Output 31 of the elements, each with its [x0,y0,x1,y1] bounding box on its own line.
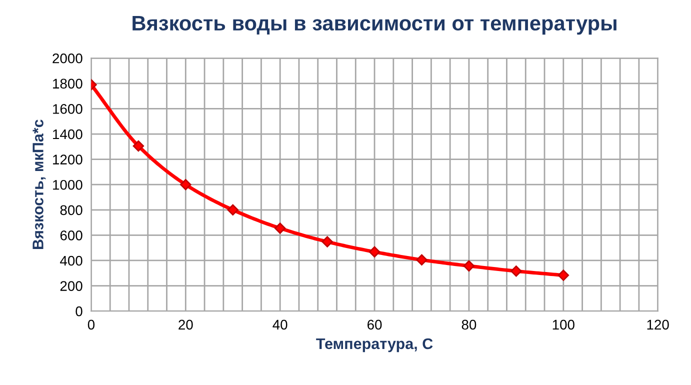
x-tick-label: 0 [88,320,95,330]
x-tick-label: 120 [647,320,669,330]
point [180,179,192,190]
x-tick-label: 20 [178,320,193,330]
y-tick-label: 400 [60,256,82,266]
point [132,140,144,152]
point [274,222,286,234]
point [322,236,333,248]
x-axis-title: Температура, С [316,338,433,352]
point [368,246,380,258]
y-tick-label: 2000 [52,53,82,64]
point [510,266,522,277]
x-tick-label: 100 [552,320,574,330]
y-tick-label: 1000 [53,180,82,190]
y-tick-label: 800 [60,205,82,216]
point [463,260,475,272]
y-axis-title: Вязкость, мкПа*с [32,120,46,249]
y-tick-label: 1200 [53,154,82,164]
point [227,204,238,216]
x-tick-label: 80 [462,320,476,330]
y-tick-label: 1800 [53,78,82,89]
point [558,270,569,281]
chart-title: Вязкость воды в зависимости от температуры [132,16,616,35]
y-tick-label: 1400 [53,129,82,140]
y-tick-label: 1600 [53,104,82,114]
x-tick-label: 40 [272,320,288,330]
y-tick-label: 600 [60,230,82,240]
y-tick-label: 200 [60,281,82,291]
y-tick-label: 0 [76,306,82,316]
x-tick-label: 60 [368,320,382,330]
point [416,254,428,266]
